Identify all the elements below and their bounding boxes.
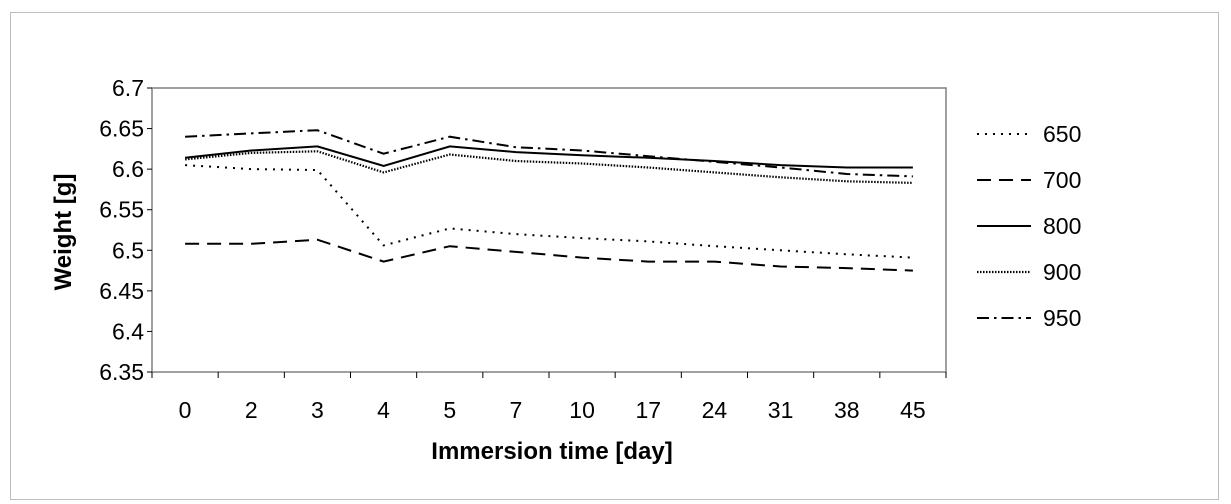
x-tick-label: 38	[834, 397, 860, 423]
series-line-950	[185, 129, 913, 178]
x-tick-label: 17	[635, 397, 661, 423]
y-tick-label: 6.35	[99, 359, 144, 385]
y-tick-label: 6.4	[112, 318, 144, 344]
legend-label-650: 650	[1043, 121, 1081, 147]
plot-area	[151, 87, 947, 373]
legend-label-700: 700	[1043, 167, 1081, 193]
y-axis-title: Weight [g]	[50, 174, 77, 291]
series-line-700	[185, 238, 913, 272]
legend-label-900: 900	[1043, 259, 1081, 285]
y-tick-label: 6.6	[112, 156, 144, 182]
legend-label-800: 800	[1043, 213, 1081, 239]
x-tick-label: 4	[377, 397, 390, 423]
x-tick-label: 45	[900, 397, 926, 423]
x-tick-label: 3	[311, 397, 324, 423]
x-tick-label: 10	[569, 397, 595, 423]
y-axis: 6.35 6.4 6.45 6.5 6.55 6.6 6.65 6.7	[99, 75, 152, 385]
x-tick-label: 5	[443, 397, 456, 423]
y-tick-label: 6.7	[112, 75, 144, 101]
x-axis-title: Immersion time [day]	[431, 438, 672, 465]
x-tick-label: 31	[768, 397, 794, 423]
x-tick-label: 7	[510, 397, 523, 423]
y-tick-label: 6.45	[99, 278, 144, 304]
x-tick-label: 0	[179, 397, 192, 423]
series-line-800	[184, 145, 913, 169]
y-tick-label: 6.65	[99, 116, 144, 142]
y-tick-label: 6.55	[99, 197, 144, 223]
series-line-900	[184, 150, 913, 184]
legend-label-950: 950	[1043, 305, 1081, 331]
x-axis: 0 2 3 4 5 7 10 17 24 31 38 45	[151, 372, 947, 423]
legend: 650 700 800 900 950	[977, 121, 1081, 331]
series-lines	[184, 129, 913, 272]
y-tick-label: 6.5	[112, 237, 144, 263]
series-line-650	[185, 164, 913, 259]
x-tick-label: 2	[245, 397, 258, 423]
x-tick-label: 24	[702, 397, 728, 423]
